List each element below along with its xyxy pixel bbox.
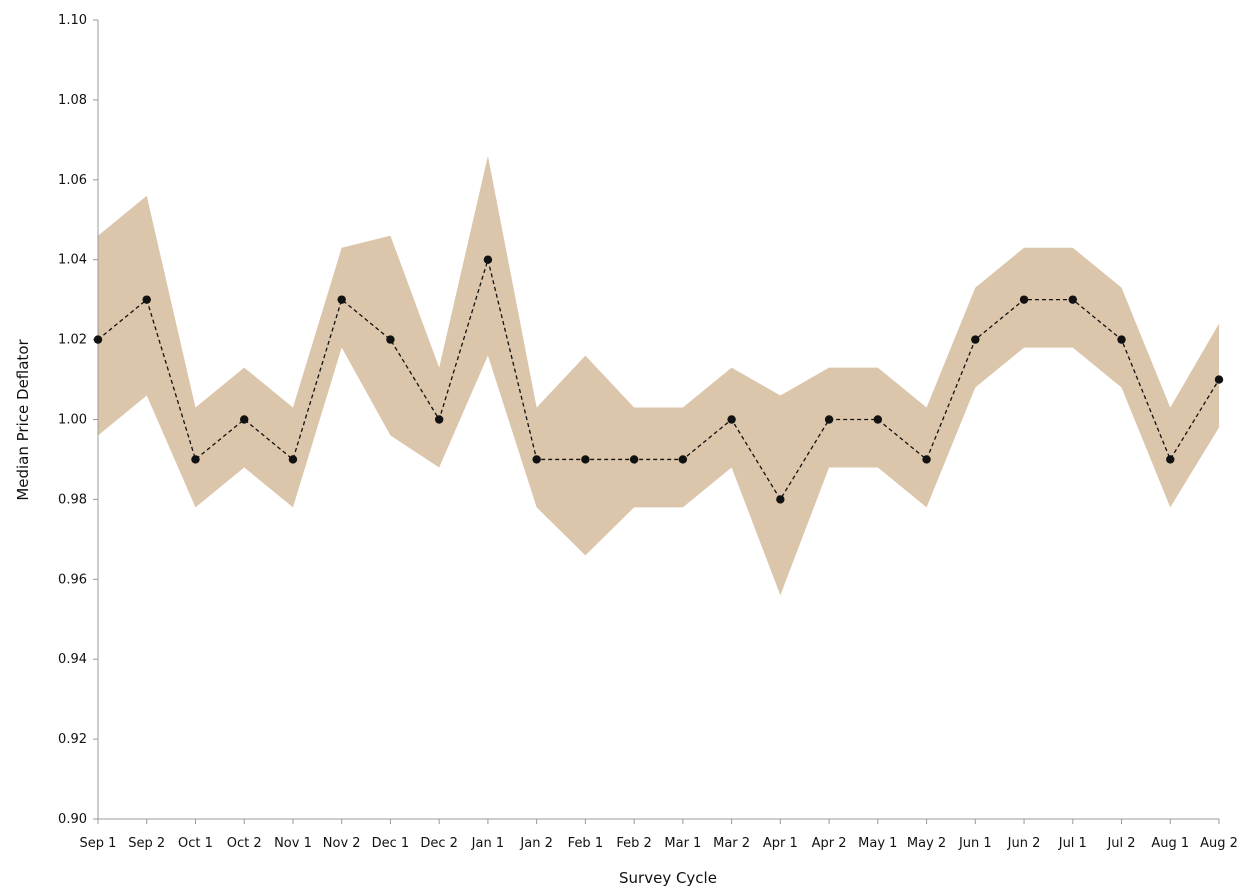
x-tick-label: Jun 2 [1007,836,1041,851]
median-point [532,455,541,464]
x-tick-label: Sep 1 [80,836,117,851]
x-tick-label: Feb 2 [616,836,651,851]
x-tick-label: Dec 2 [420,836,458,851]
median-point [1166,455,1175,464]
median-point [483,255,493,264]
median-point [776,495,785,504]
median-point [1117,335,1126,344]
x-tick-label: Jun 1 [958,836,992,851]
y-tick-label: 0.96 [58,572,87,587]
median-point [678,455,688,464]
y-tick-label: 0.90 [58,812,87,827]
x-tick-label: Jan 1 [471,836,504,851]
y-tick-labels: 0.90 0.92 0.94 0.96 0.98 1.00 1.02 1.04 1.06 1.08… [58,13,87,827]
y-tick-label: 1.00 [58,413,87,428]
median-point [824,415,834,424]
median-point [191,455,200,464]
median-point [873,415,883,424]
x-tick-label: Nov 1 [274,836,312,851]
x-tick-label: Aug 1 [1151,836,1189,851]
x-tick-label: Apr 1 [763,836,798,851]
y-tick-label: 1.04 [58,253,87,268]
median-point [1068,295,1077,304]
y-tick-label: 1.02 [58,333,87,348]
median-point [240,415,249,424]
median-point [288,455,298,464]
median-point [386,335,395,344]
y-axis-title: Median Price Deflator [14,339,32,501]
x-tick-label: Jul 2 [1106,836,1135,851]
x-tick-label: Jul 1 [1058,836,1087,851]
median-point [581,455,590,464]
x-tick-label: Sep 2 [128,836,165,851]
x-tick-label: Apr 2 [812,836,847,851]
median-line [97,257,1220,501]
confidence-band [98,155,1219,596]
axes-layer [93,19,1220,824]
y-tick-label: 0.92 [58,732,87,747]
median-point [922,455,931,464]
median-point [1019,295,1029,304]
x-tick-label: Nov 2 [323,836,361,851]
x-tick-label: Mar 1 [664,836,701,851]
y-tick-label: 1.08 [58,93,87,108]
x-tick-label: Dec 1 [372,836,410,851]
median-point [971,335,980,344]
y-tick-label: 0.94 [58,652,87,667]
confidence-band-layer [98,155,1219,596]
median-point [629,455,639,464]
median-point [337,295,346,304]
x-tick-labels: Sep 1 Sep 2 Oct 1 Oct 2 Nov 1 Nov 2 Dec 1 Dec 2… [80,836,1238,851]
x-tick-label: Mar 2 [713,836,750,851]
x-tick-label: Aug 2 [1200,836,1238,851]
x-tick-label: May 1 [858,836,897,851]
x-axis-title: Survey Cycle [619,869,717,887]
x-tick-label: May 2 [907,836,946,851]
median-point [434,415,444,424]
median-point [1214,375,1224,384]
median-points-layer [93,255,1224,504]
median-line-layer [97,257,1220,501]
x-tick-label: Jan 2 [519,836,552,851]
x-tick-label: Oct 2 [227,836,262,851]
median-point [93,335,103,344]
y-tick-label: 0.98 [58,492,87,507]
median-point [727,415,736,424]
median-point [142,295,151,304]
y-tick-label: 1.10 [58,13,87,28]
y-tick-label: 1.06 [58,173,87,188]
x-tick-label: Feb 1 [568,836,603,851]
x-tick-label: Oct 1 [178,836,213,851]
